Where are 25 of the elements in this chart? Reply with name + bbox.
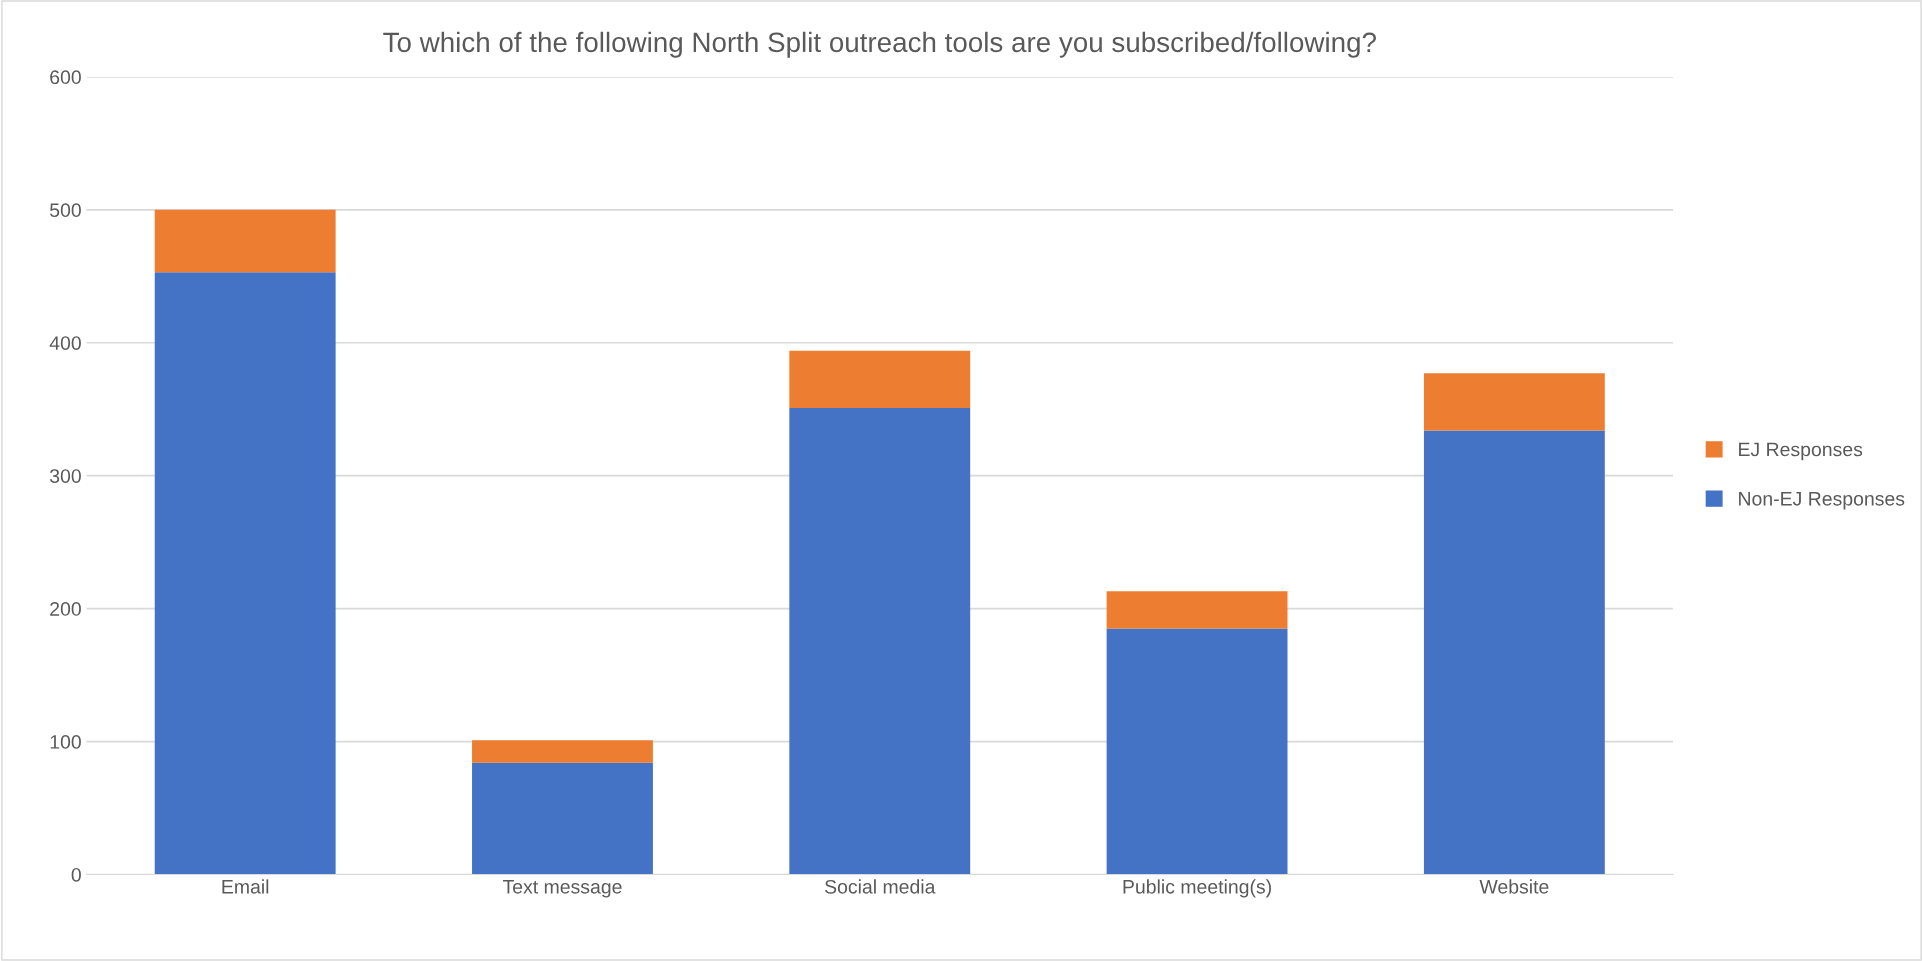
y-tick-label: 100 — [50, 735, 81, 749]
x-tick-label: Text message — [502, 880, 622, 898]
bar — [154, 272, 336, 875]
x-tick-label: Email — [222, 879, 269, 894]
y-tick-label: 0 — [71, 867, 81, 882]
x-tick-label: Website — [1479, 879, 1549, 894]
legend-label: EJ Responses — [1739, 442, 1863, 461]
y-tick-label: 200 — [50, 602, 81, 616]
bar — [472, 762, 653, 875]
legend-label: Non-EJ Responses — [1739, 492, 1905, 510]
y-tick-label: 400 — [49, 336, 81, 350]
chart-title: To which of the following North Split outreach tools are you subscribed/following? — [383, 31, 1376, 58]
y-tick-label: 500 — [50, 203, 81, 218]
y-tick-label: 600 — [50, 70, 81, 85]
bar — [789, 407, 971, 875]
bar — [1106, 591, 1288, 629]
bar — [1423, 373, 1605, 431]
bar — [472, 740, 653, 763]
bar — [789, 350, 971, 408]
bar — [1106, 628, 1288, 875]
y-tick-label: 300 — [49, 469, 81, 483]
bar — [154, 209, 336, 273]
x-tick-label: Social media — [825, 879, 936, 894]
x-tick-label: Public meeting(s) — [1123, 879, 1271, 898]
bar — [1423, 430, 1605, 875]
